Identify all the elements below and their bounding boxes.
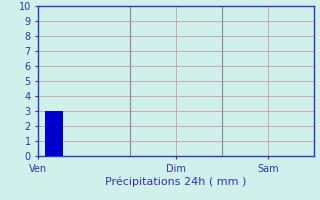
Bar — [44, 111, 63, 156]
X-axis label: Précipitations 24h ( mm ): Précipitations 24h ( mm ) — [105, 176, 247, 187]
